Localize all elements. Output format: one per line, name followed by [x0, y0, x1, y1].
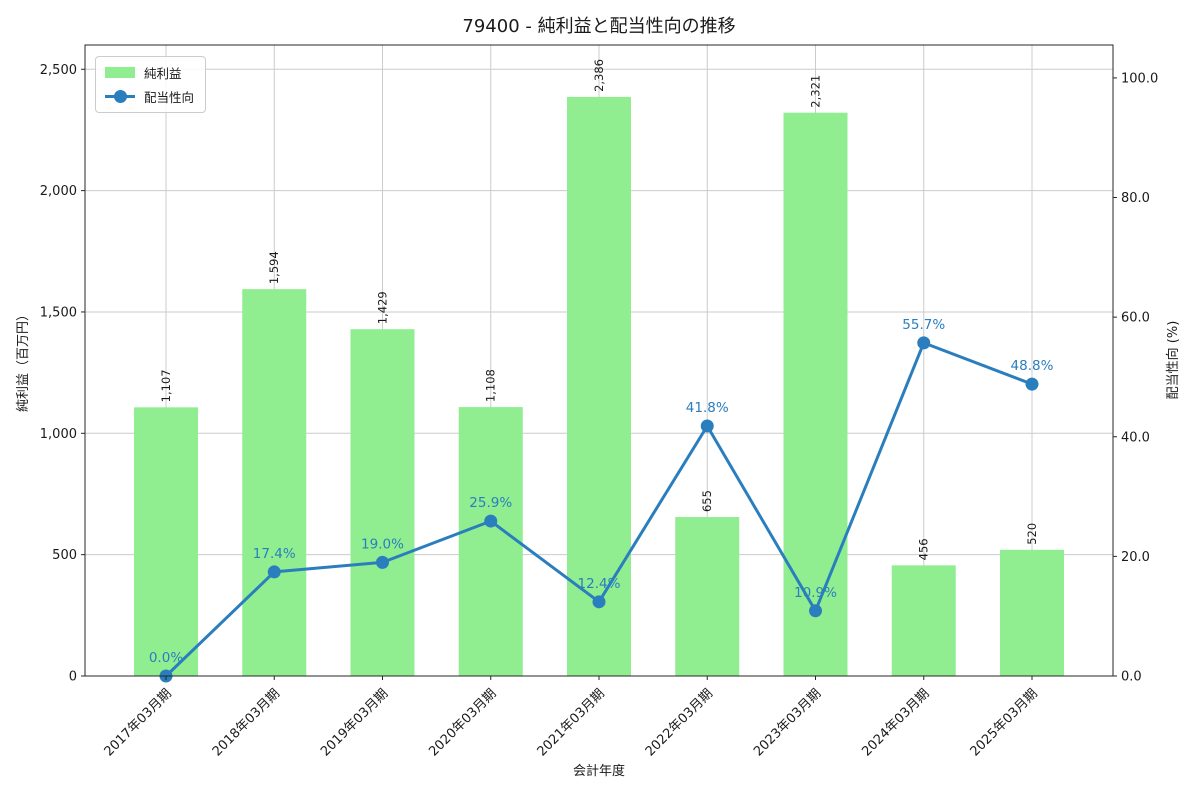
right-tick-label: 40.0 — [1121, 430, 1150, 445]
line-value-label: 17.4% — [253, 546, 296, 562]
legend: 純利益 配当性向 — [95, 56, 207, 113]
bar — [1000, 549, 1064, 676]
right-tick-label: 60.0 — [1121, 311, 1150, 326]
left-tick-label: 1,500 — [40, 305, 77, 320]
x-tick-label: 2020年03月期 — [426, 686, 499, 759]
x-tick-label: 2022年03月期 — [643, 686, 716, 759]
x-tick-label: 2021年03月期 — [535, 686, 608, 759]
left-tick-label: 2,500 — [40, 63, 77, 78]
x-tick-label: 2025年03月期 — [968, 686, 1041, 759]
line-value-label: 55.7% — [902, 317, 945, 333]
right-axis-label: 配当性向 (%) — [1166, 320, 1181, 400]
left-tick-label: 500 — [52, 548, 77, 563]
line-value-label: 41.8% — [686, 400, 729, 416]
line-marker — [267, 565, 281, 579]
line-value-label: 10.9% — [794, 585, 837, 601]
line-value-label: 19.0% — [361, 536, 404, 552]
bar-value-label: 2,321 — [809, 75, 823, 108]
line-marker — [376, 555, 389, 569]
left-tick-label: 0 — [69, 670, 77, 685]
line-value-label: 48.8% — [1011, 358, 1054, 374]
right-tick-label: 100.0 — [1121, 71, 1158, 86]
line-marker — [484, 514, 498, 528]
bar-value-label: 1,594 — [267, 251, 281, 284]
legend-item-net-income: 純利益 — [105, 63, 194, 82]
bar — [458, 407, 523, 676]
bar-value-label: 1,107 — [159, 369, 173, 402]
right-tick-label: 0.0 — [1121, 670, 1142, 685]
line-marker — [917, 336, 931, 350]
line-value-label: 12.4% — [578, 576, 621, 592]
legend-item-payout-ratio: 配当性向 — [105, 87, 194, 106]
bar-value-label: 655 — [700, 490, 714, 512]
chart-title: 79400 - 純利益と配当性向の推移 — [462, 16, 736, 37]
right-tick-label: 80.0 — [1121, 191, 1150, 206]
bar-value-label: 1,429 — [376, 291, 390, 324]
right-tick-label: 20.0 — [1121, 550, 1150, 565]
bar-value-label: 520 — [1025, 523, 1039, 545]
line-marker-icon — [105, 90, 135, 103]
x-tick-label: 2017年03月期 — [102, 686, 175, 759]
bar — [134, 407, 198, 676]
bar — [567, 96, 631, 676]
line-marker — [592, 595, 606, 609]
line-marker — [700, 419, 714, 433]
x-axis-label: 会計年度 — [572, 764, 625, 779]
bar-value-label: 2,386 — [592, 59, 606, 92]
left-tick-label: 1,000 — [40, 427, 77, 442]
bar — [891, 565, 956, 676]
bar-swatch-icon — [105, 67, 135, 78]
left-axis-label: 純利益（百万円） — [16, 308, 31, 413]
x-tick-label: 2018年03月期 — [210, 686, 283, 759]
bar — [783, 112, 848, 676]
bar — [242, 289, 307, 676]
bar-value-label: 456 — [917, 538, 931, 560]
line-marker — [809, 604, 822, 618]
line-value-label: 25.9% — [469, 495, 512, 511]
line-value-label: 0.0% — [149, 650, 183, 666]
bar — [675, 517, 740, 676]
bar — [350, 329, 415, 676]
bar-value-label: 1,108 — [484, 369, 498, 402]
left-tick-label: 2,000 — [40, 184, 77, 199]
x-tick-label: 2019年03月期 — [318, 686, 391, 759]
x-tick-label: 2023年03月期 — [751, 686, 824, 759]
legend-label-payout-ratio: 配当性向 — [144, 90, 195, 105]
x-tick-label: 2024年03月期 — [859, 686, 932, 759]
legend-label-net-income: 純利益 — [144, 66, 182, 81]
line-marker — [1025, 377, 1039, 391]
